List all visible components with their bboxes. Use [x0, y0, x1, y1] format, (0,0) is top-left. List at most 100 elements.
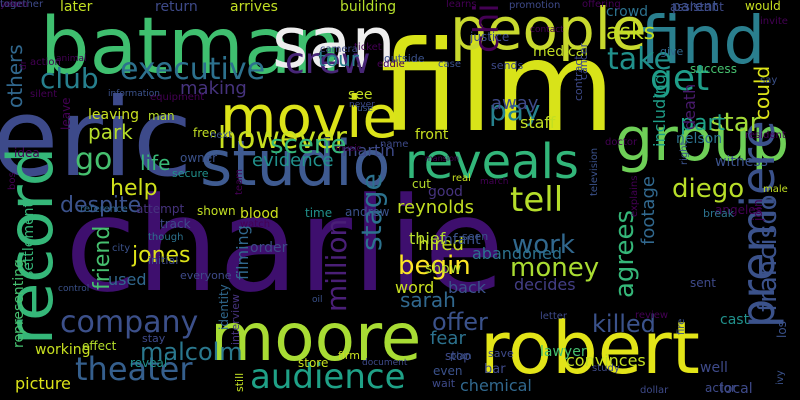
cloud-word: justice	[470, 30, 510, 44]
cloud-word: well	[700, 360, 728, 376]
cloud-word: settlement	[21, 201, 37, 278]
cloud-word: life	[140, 151, 171, 175]
cloud-word: crew	[285, 41, 371, 82]
cloud-word: filming	[233, 225, 252, 280]
cloud-word: witness	[715, 154, 768, 170]
cloud-word: front	[415, 127, 449, 143]
cloud-word: animal	[56, 54, 87, 64]
cloud-word: male	[763, 184, 788, 195]
cloud-word: go	[75, 142, 113, 177]
cloud-word: picture	[15, 374, 71, 393]
cloud-word: martin	[342, 141, 395, 160]
cloud-word: actor	[705, 381, 736, 395]
cloud-word: promotion	[509, 0, 561, 11]
cloud-word: working	[35, 342, 91, 358]
cloud-word: club	[40, 62, 99, 95]
cloud-word: executive	[120, 52, 266, 87]
cloud-word: audience	[250, 357, 406, 397]
cloud-word: invite	[760, 16, 788, 27]
cloud-word: plan	[450, 351, 472, 362]
cloud-word: offering	[582, 0, 621, 10]
cloud-word: time	[305, 206, 333, 220]
cloud-word: charlie	[65, 169, 505, 321]
cloud-word: malcolm	[140, 338, 243, 366]
cloud-word: return	[155, 0, 198, 15]
cloud-word: studio	[200, 127, 391, 200]
cloud-word: chi	[467, 3, 507, 53]
cloud-word: movie	[220, 83, 399, 151]
cloud-word: doctor	[605, 137, 638, 148]
cloud-word: tour	[318, 47, 359, 71]
cloud-word: reveals	[405, 134, 579, 190]
cloud-word: contact	[530, 25, 564, 35]
cloud-word: firm	[338, 349, 360, 362]
cloud-word: despite	[60, 193, 142, 218]
cloud-word: effect	[82, 339, 117, 353]
cloud-word: team	[234, 169, 245, 195]
cloud-word: word	[395, 278, 435, 297]
cloud-word: owner	[180, 151, 218, 165]
cloud-word: making	[180, 78, 247, 99]
cloud-word: tell	[510, 180, 564, 220]
cloud-word: even	[433, 364, 463, 378]
cloud-word: explains	[629, 175, 640, 217]
cloud-word: dr	[19, 60, 29, 70]
cloud-word: success	[690, 62, 737, 76]
cloud-word: free	[193, 126, 217, 140]
cloud-word: company	[60, 305, 199, 340]
cloud-word: abandoned	[472, 244, 562, 263]
cloud-word: television	[589, 147, 600, 196]
cloud-word: eric	[0, 76, 193, 201]
cloud-word: get	[650, 58, 710, 99]
cloud-word: theater	[75, 350, 193, 388]
cloud-word: secure	[172, 167, 209, 180]
cloud-word: save	[488, 347, 514, 360]
cloud-word: sends	[491, 59, 524, 72]
cloud-word: thief	[409, 229, 446, 248]
cloud-word: group	[615, 105, 790, 175]
cloud-word: give	[660, 45, 684, 58]
cloud-word: music	[335, 144, 362, 154]
cloud-word: order	[250, 240, 288, 256]
cloud-word: watch	[240, 219, 271, 230]
cloud-word: people	[450, 0, 647, 63]
cloud-word: wait	[432, 377, 456, 390]
cloud-word: money	[510, 253, 600, 283]
cloud-word: dollar	[640, 385, 669, 396]
cloud-word: never	[349, 100, 375, 110]
cloud-word: bar	[484, 362, 506, 377]
cloud-word: silent	[30, 89, 58, 100]
cloud-word: take	[607, 42, 672, 77]
cloud-word: footage	[638, 176, 659, 245]
cloud-word: review	[635, 310, 669, 321]
cloud-word: reference	[80, 204, 128, 215]
cloud-word: equipment	[150, 92, 205, 103]
cloud-word: could	[750, 65, 774, 120]
cloud-word: film	[380, 15, 616, 160]
cloud-word: batman	[40, 2, 342, 92]
cloud-word: action	[30, 57, 61, 68]
cloud-word: moore	[210, 299, 422, 376]
cloud-word: bos	[7, 172, 18, 190]
cloud-word: andrew	[345, 205, 390, 219]
cloud-word: fire	[676, 318, 687, 335]
cloud-word: see	[348, 87, 373, 103]
cloud-word: used	[108, 270, 147, 289]
cloud-word: seen	[462, 230, 489, 243]
cloud-word: los	[775, 321, 789, 338]
cloud-word: case	[438, 59, 461, 70]
cloud-word: convinces	[566, 351, 646, 370]
cloud-word: say	[760, 75, 778, 86]
cloud-word: leave	[59, 97, 73, 130]
cloud-word: away	[491, 93, 539, 114]
cloud-word: scene	[270, 130, 347, 160]
cloud-word: others	[3, 44, 27, 108]
cloud-word: idea	[14, 146, 40, 160]
cloud-word: asks	[606, 20, 656, 45]
cloud-word: shown	[197, 204, 236, 218]
cloud-word: infant	[440, 232, 481, 248]
cloud-word: oil	[312, 295, 323, 305]
cloud-word: assistant	[670, 0, 724, 14]
cloud-word: crowd	[606, 4, 649, 20]
